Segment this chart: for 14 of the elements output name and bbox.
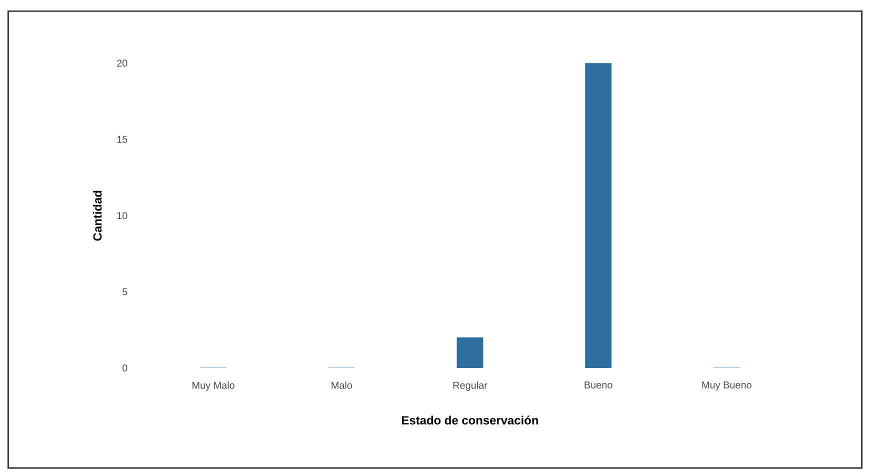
x-tick-label: Bueno <box>584 381 612 388</box>
x-tick-label: Muy Bueno <box>702 381 752 390</box>
y-tick-label: 15 <box>117 136 128 143</box>
y-tick-label: 0 <box>122 364 128 372</box>
bar <box>585 63 612 368</box>
bar <box>456 337 484 368</box>
y-tick-label: 10 <box>117 212 128 220</box>
y-tick-label: 5 <box>122 288 128 296</box>
x-tick-label: Regular <box>453 381 488 391</box>
y-tick-label: 20 <box>117 60 128 67</box>
y-axis-title: Cantidad <box>92 190 102 241</box>
x-tick-label: Muy Malo <box>192 381 234 391</box>
x-tick-label: Malo <box>332 381 352 389</box>
x-axis-title: Estado de conservación <box>402 416 538 424</box>
